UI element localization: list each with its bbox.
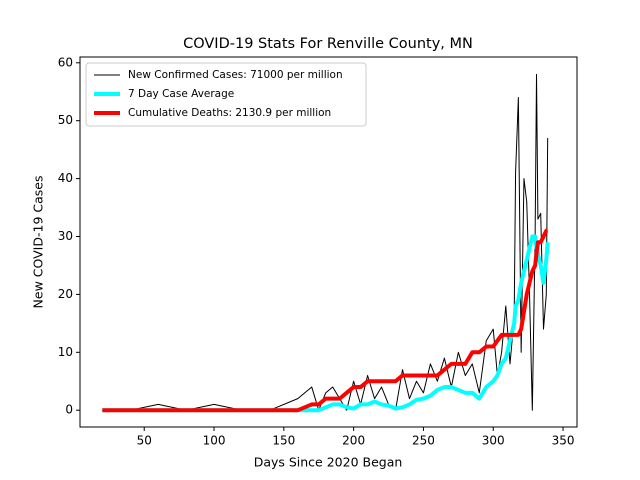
series-line xyxy=(102,234,550,413)
legend-label: Cumulative Deaths: 2130.9 per million xyxy=(128,107,331,119)
y-tick-label: 30 xyxy=(58,229,73,243)
y-axis-label: New COVID-19 Cases xyxy=(31,176,46,309)
x-tick-label: 100 xyxy=(203,434,226,448)
x-tick-label: 200 xyxy=(342,434,365,448)
axes-frame xyxy=(79,56,578,428)
legend-box xyxy=(85,62,367,127)
chart-title: COVID-19 Stats For Renville County, MN xyxy=(183,36,473,52)
x-tick-label: 150 xyxy=(272,434,295,448)
y-tick-label: 60 xyxy=(58,55,73,69)
x-tick-label: 50 xyxy=(137,434,152,448)
legend-label: New Confirmed Cases: 71000 per million xyxy=(128,69,343,81)
y-tick-label: 40 xyxy=(58,171,73,185)
legend-label: 7 Day Case Average xyxy=(128,88,234,100)
x-tick-label: 350 xyxy=(552,434,575,448)
y-tick-label: 10 xyxy=(58,345,73,359)
x-tick-label: 300 xyxy=(482,434,505,448)
y-tick-label: 50 xyxy=(58,113,73,127)
x-tick-label: 250 xyxy=(412,434,435,448)
series-line xyxy=(102,228,549,413)
x-axis-label: Days Since 2020 Began xyxy=(254,455,403,470)
y-tick-label: 20 xyxy=(58,287,73,301)
y-tick-label: 0 xyxy=(65,403,73,417)
